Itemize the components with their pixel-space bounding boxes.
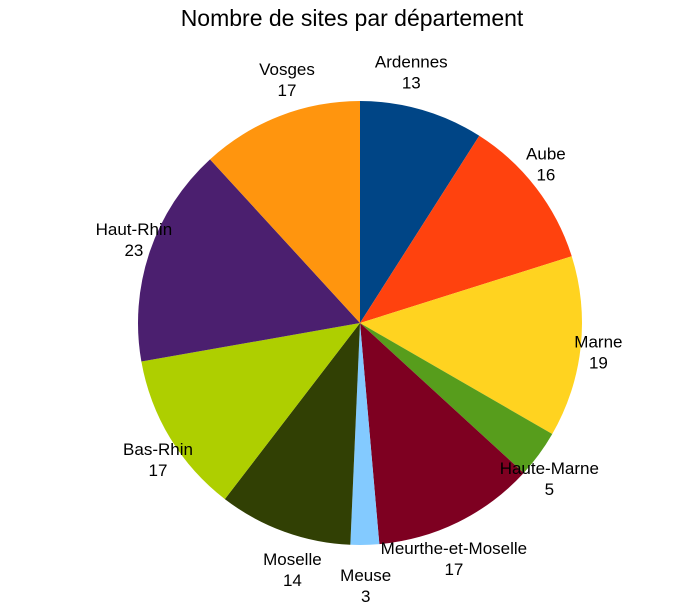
slice-category-label: Vosges <box>259 60 315 79</box>
pie-slice-vosges <box>210 101 360 323</box>
slice-value-label: 16 <box>536 166 555 185</box>
slice-label-moselle: Moselle 14 <box>263 550 322 590</box>
slice-value-label: 13 <box>402 74 421 93</box>
slice-category-label: Haute-Marne <box>500 459 599 478</box>
slice-value-label: 23 <box>124 241 143 260</box>
pie-slice-meuse <box>350 323 380 546</box>
slice-category-label: Meuse <box>340 566 391 585</box>
slice-category-label: Meurthe-et-Moselle <box>381 539 527 558</box>
pie-slice-moselle <box>224 323 360 545</box>
slice-value-label: 5 <box>545 480 554 499</box>
slice-label-meuse: Meuse 3 <box>340 566 391 606</box>
slice-label-haut-rhin: Haut-Rhin 23 <box>96 220 173 260</box>
pie-slice-marne <box>360 256 583 434</box>
chart-title: Nombre de sites par département <box>181 5 524 31</box>
slice-label-bas-rhin: Bas-Rhin 17 <box>123 440 193 480</box>
slice-value-label: 3 <box>361 587 370 606</box>
slice-value-label: 17 <box>149 461 168 480</box>
slice-category-label: Marne <box>574 333 622 352</box>
slice-label-ardennes: Ardennes 13 <box>375 53 448 93</box>
slice-label-marne: Marne 19 <box>574 333 622 373</box>
pie-slice-haute-marne <box>360 323 553 473</box>
pie-slice-aube <box>360 135 572 323</box>
pie-slice-bas-rhin <box>141 323 360 500</box>
slice-category-label: Aube <box>526 145 566 164</box>
pie-slice-haut-rhin <box>137 159 360 362</box>
slice-value-label: 17 <box>444 560 463 579</box>
slice-value-label: 14 <box>283 571 302 590</box>
slice-label-vosges: Vosges 17 <box>259 60 315 100</box>
slice-category-label: Bas-Rhin <box>123 440 193 459</box>
slice-label-haute-marne: Haute-Marne 5 <box>500 459 599 499</box>
pie-slices <box>137 101 583 546</box>
slice-value-label: 19 <box>589 354 608 373</box>
slice-category-label: Ardennes <box>375 53 448 72</box>
slice-label-meurthe-et-moselle: Meurthe-et-Moselle 17 <box>381 539 527 579</box>
slice-label-aube: Aube 16 <box>526 145 566 185</box>
slice-category-label: Moselle <box>263 550 322 569</box>
pie-labels: Ardennes 13 Aube 16 Marne 19 Haute-Marne 5 Meurt… <box>96 53 623 606</box>
slice-category-label: Haut-Rhin <box>96 220 173 239</box>
pie-slice-ardennes <box>360 101 480 323</box>
pie-slice-meurthe-et-moselle <box>360 323 524 545</box>
slice-value-label: 17 <box>278 81 297 100</box>
